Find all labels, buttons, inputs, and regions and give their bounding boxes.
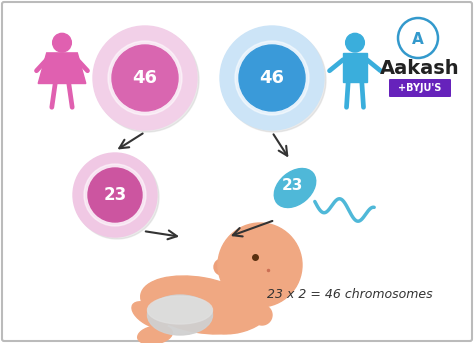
Circle shape (239, 45, 305, 111)
Circle shape (112, 45, 178, 111)
Circle shape (220, 26, 324, 130)
Circle shape (346, 33, 365, 52)
Text: Aakash: Aakash (380, 59, 460, 78)
Ellipse shape (132, 302, 168, 328)
Circle shape (88, 168, 142, 222)
Circle shape (53, 33, 72, 52)
Circle shape (73, 153, 157, 237)
FancyBboxPatch shape (389, 79, 451, 97)
Polygon shape (343, 53, 367, 82)
Text: A: A (412, 33, 424, 47)
Circle shape (214, 259, 230, 275)
Circle shape (218, 223, 302, 307)
Circle shape (75, 155, 159, 239)
Ellipse shape (216, 312, 264, 334)
Ellipse shape (147, 295, 212, 335)
Circle shape (252, 305, 272, 325)
Circle shape (222, 28, 326, 132)
Ellipse shape (137, 326, 173, 343)
Circle shape (108, 41, 182, 115)
Circle shape (93, 26, 197, 130)
Text: Ȧ: Ȧ (416, 37, 420, 44)
Ellipse shape (274, 168, 316, 208)
Ellipse shape (141, 276, 259, 334)
Text: +BYJU'S: +BYJU'S (398, 83, 442, 93)
Polygon shape (38, 53, 86, 83)
Text: 23: 23 (281, 177, 303, 192)
Text: 46: 46 (133, 69, 157, 87)
Text: 23: 23 (103, 186, 127, 204)
Circle shape (235, 41, 309, 115)
Circle shape (95, 28, 199, 132)
Circle shape (84, 164, 146, 226)
Text: 23 x 2 = 46 chromosomes: 23 x 2 = 46 chromosomes (267, 288, 433, 301)
Text: 46: 46 (259, 69, 284, 87)
Ellipse shape (147, 296, 212, 324)
